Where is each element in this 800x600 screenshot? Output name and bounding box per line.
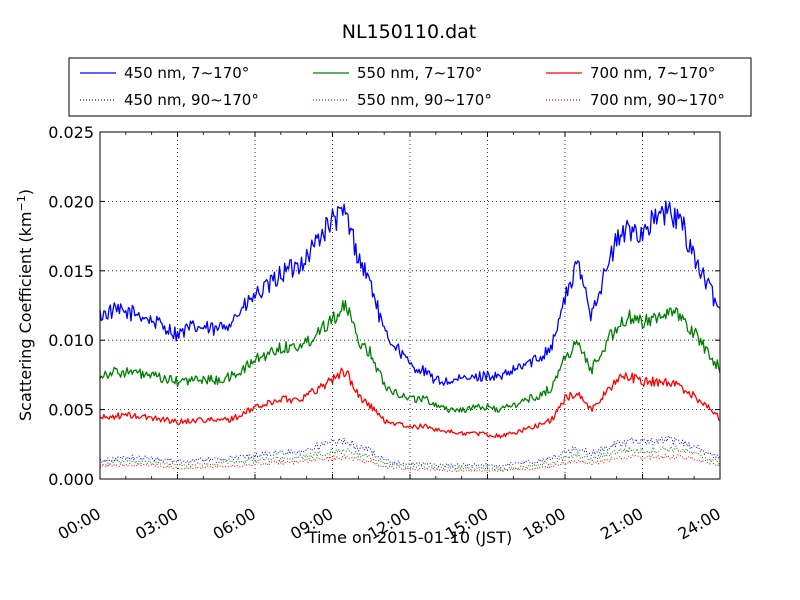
y-axis-label-sup: −1 [15,195,28,211]
y-tick-label: 0.005 [48,401,94,420]
legend-label: 550 nm, 90∼170° [357,91,492,109]
y-axis-label: Scattering Coefficient (km−1) [15,189,35,421]
legend-box [68,57,752,117]
axis-ticks: 00:00 03:00 06:00 09:00 12:00 15:00 18:00 21:00… [48,123,724,544]
x-axis-label: Time on 2015-01-10 (JST) [307,528,512,547]
legend-label: 550 nm, 7∼170° [357,64,482,82]
y-tick-label: 0.015 [48,262,94,281]
x-tick-label: 21:00 [597,504,646,544]
x-tick-label: 03:00 [132,504,181,544]
x-tick-label: 18:00 [520,504,569,544]
x-tick-label: 00:00 [55,504,104,544]
series-layer [99,200,721,473]
legend-label: 450 nm, 7∼170° [124,64,249,82]
x-tick-label: 06:00 [210,504,259,544]
chart-title: NL150110.dat [342,21,477,43]
y-axis-label-close: ) [16,189,35,195]
x-tick-label: 24:00 [675,504,724,544]
series-line [99,453,721,473]
legend-label: 700 nm, 7∼170° [590,64,715,82]
y-tick-label: 0.000 [48,470,94,489]
legend-label: 450 nm, 90∼170° [124,91,259,109]
grid [100,132,720,479]
y-axis-label-main: Scattering Coefficient (km [16,211,35,421]
legend: 450 nm, 7∼170° 550 nm, 7∼170° 700 nm, 7∼17… [80,64,725,109]
series-line [99,445,721,471]
series-line [99,200,721,386]
legend-label: 700 nm, 90∼170° [590,91,725,109]
y-tick-label: 0.020 [48,192,94,211]
series-line [99,299,721,414]
series-line [99,367,721,439]
y-tick-label: 0.010 [48,331,94,350]
y-tick-label: 0.025 [48,123,94,142]
